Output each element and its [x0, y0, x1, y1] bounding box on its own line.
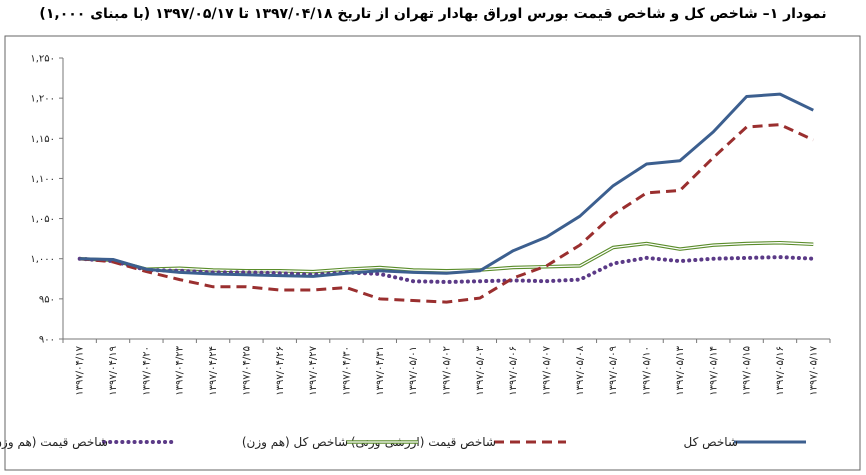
series-line-2 — [79, 240, 814, 274]
x-tick-label: ۱۳۹۷/۰۵/۰۱ — [408, 346, 419, 396]
legend-item: شاخص قیمت (هم وزن) — [0, 435, 178, 450]
axes: ۹۰۰ ۹۵۰ ۱,۰۰۰ ۱,۰۵۰ ۱,۱۰۰ ۱,۱۵۰ ۱,۲۰۰ ۱,۲۵۰ ۱۳۹۷… — [30, 54, 831, 396]
x-tick-label: ۱۳۹۷/۰۵/۱۴ — [708, 346, 719, 396]
series-line-0 — [79, 92, 814, 278]
legend: شاخص کل شاخص قیمت (ارزشی-وزنی)شاخص کل (هم… — [0, 435, 806, 450]
legend-item: شاخص قیمت (ارزشی-وزنی) — [351, 435, 566, 450]
x-tick-label: ۱۳۹۷/۰۵/۱۳ — [675, 345, 686, 395]
y-tick-label: ۱,۰۵۰ — [30, 214, 55, 225]
series-line-3 — [77, 255, 816, 285]
x-tick-label: ۱۳۹۷/۰۵/۱۶ — [775, 346, 786, 396]
y-tick-label: ۱,۱۵۰ — [30, 134, 55, 145]
x-tick-label: ۱۳۹۷/۰۴/۲۳ — [175, 345, 186, 395]
x-tick-label: ۱۳۹۷/۰۵/۰۹ — [608, 346, 619, 396]
legend-label: شاخص کل — [684, 435, 738, 450]
x-tick-label: ۱۳۹۷/۰۴/۲۶ — [275, 346, 286, 396]
plot-frame — [4, 35, 861, 471]
x-tick-label: ۱۳۹۷/۰۴/۳۰ — [341, 346, 352, 396]
x-tick-label: ۱۳۹۷/۰۴/۲۷ — [308, 345, 319, 395]
x-tick-label: ۱۳۹۷/۰۴/۲۰ — [141, 346, 152, 396]
series-line-1 — [79, 123, 814, 304]
x-tick-label: ۱۳۹۷/۰۵/۱۰ — [642, 346, 653, 396]
x-tick-label: ۱۳۹۷/۰۴/۳۱ — [375, 346, 386, 396]
x-tick-label: ۱۳۹۷/۰۵/۰۸ — [575, 345, 586, 395]
y-tick-label: ۱,۲۵۰ — [30, 54, 55, 65]
chart-title: نمودار ۱– شاخص کل و شاخص قیمت بورس اوراق… — [39, 6, 827, 22]
y-tick-label: ۱,۱۰۰ — [30, 174, 55, 185]
x-tick-label: ۱۳۹۷/۰۵/۱۷ — [808, 345, 819, 395]
x-tick-label: ۱۳۹۷/۰۴/۲۵ — [241, 346, 252, 396]
y-tick-label: ۹۰۰ — [39, 335, 55, 346]
x-tick-label: ۱۳۹۷/۰۵/۰۶ — [508, 346, 519, 396]
legend-label: شاخص قیمت (ارزشی-وزنی) — [351, 435, 496, 450]
y-tick-label: ۱,۲۰۰ — [30, 94, 55, 105]
x-tick-label: ۱۳۹۷/۰۴/۲۴ — [208, 346, 219, 396]
legend-label: شاخص قیمت (هم وزن) — [0, 435, 108, 450]
y-tick-label: ۱,۰۰۰ — [30, 254, 55, 265]
x-tick-label: ۱۳۹۷/۰۵/۱۵ — [742, 346, 753, 396]
x-tick-label: ۱۳۹۷/۰۴/۱۹ — [108, 346, 119, 396]
x-tick-label: ۱۳۹۷/۰۵/۰۲ — [442, 346, 453, 396]
x-tick-label: ۱۳۹۷/۰۴/۱۷ — [75, 345, 86, 395]
series-layer — [77, 92, 816, 304]
x-tick-label: ۱۳۹۷/۰۵/۰۷ — [542, 345, 553, 395]
series-line-2-inner — [79, 242, 814, 273]
legend-label: شاخص کل (هم وزن) — [242, 435, 348, 450]
y-tick-label: ۹۵۰ — [39, 294, 55, 305]
legend-item: شاخص کل (هم وزن) — [242, 435, 418, 450]
x-tick-label: ۱۳۹۷/۰۵/۰۳ — [475, 345, 486, 395]
legend-item: شاخص کل — [684, 435, 806, 450]
